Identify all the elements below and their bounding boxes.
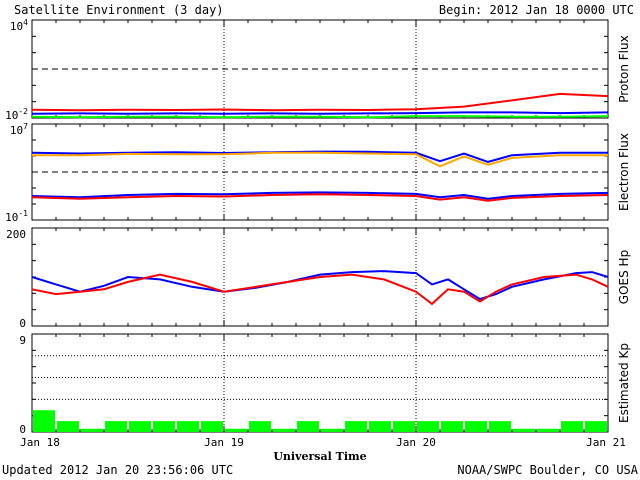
series-line-2	[31, 115, 609, 119]
kp-bar	[465, 421, 487, 432]
panel-ylabel: Proton Flux	[617, 35, 631, 102]
x-tick-label-1: Jan 19	[204, 436, 244, 449]
kp-bar	[321, 428, 343, 432]
kp-bar	[33, 410, 55, 432]
panel-frame	[31, 19, 609, 119]
kp-bar	[153, 421, 175, 432]
x-axis-label: Universal Time	[273, 450, 366, 463]
updated-time: Updated 2012 Jan 20 23:56:06 UTC	[2, 463, 233, 477]
x-tick-label-3: Jan 21	[586, 436, 626, 449]
chart-title: Satellite Environment (3 day)	[14, 3, 224, 17]
kp-bar	[273, 428, 295, 432]
series-line-0	[31, 92, 609, 112]
panel-ylabel: Electron Flux	[617, 133, 631, 211]
panels-group: 104 10-2 Proton Flux 107 10-1 Electron Flux 20…	[5, 18, 631, 436]
y-tick-label-top: 107	[10, 122, 28, 137]
y-tick-label-top: 200	[6, 228, 26, 241]
series-line-3	[31, 193, 609, 202]
panel-1: 107 10-1 Electron Flux	[5, 122, 631, 224]
kp-bar	[177, 421, 199, 432]
kp-bar	[81, 428, 103, 432]
kp-bar	[585, 421, 607, 432]
kp-bar	[57, 421, 79, 432]
kp-bar	[489, 421, 511, 432]
series-line-0	[31, 270, 609, 301]
panel-2: 200 0 GOES Hp	[6, 227, 631, 330]
kp-bar	[441, 421, 463, 432]
kp-bar	[369, 421, 391, 432]
kp-bar	[537, 428, 559, 432]
series-line-1	[32, 151, 608, 168]
panel-ylabel: GOES Hp	[617, 250, 631, 304]
series-line-1	[31, 111, 609, 115]
y-tick-label-bottom: 10-1	[5, 209, 28, 224]
panel-frame	[31, 123, 609, 221]
kp-bar	[297, 421, 319, 432]
x-tick-label-0: Jan 18	[20, 436, 60, 449]
y-tick-label-top: 9	[19, 334, 26, 347]
begin-time: Begin: 2012 Jan 18 0000 UTC	[439, 3, 634, 17]
x-tick-label-2: Jan 20	[396, 436, 436, 449]
kp-bar	[393, 421, 415, 432]
kp-bar	[225, 428, 247, 432]
kp-bar	[417, 421, 439, 432]
y-tick-label-top: 104	[10, 18, 28, 33]
kp-bar	[105, 421, 127, 432]
series-line-0	[31, 150, 608, 163]
panel-0: 104 10-2 Proton Flux	[5, 18, 631, 122]
kp-bar	[345, 421, 367, 432]
y-tick-label-bottom: 10-2	[5, 107, 28, 122]
panel-ylabel: Estimated Kp	[617, 343, 631, 423]
kp-bar	[561, 421, 583, 432]
credit: NOAA/SWPC Boulder, CO USA	[457, 463, 638, 477]
kp-bar	[129, 421, 151, 432]
kp-bar	[513, 428, 535, 432]
y-tick-label-bottom: 0	[19, 317, 26, 330]
y-tick-label-bottom: 0	[19, 423, 26, 436]
panel-3: 9 0 Estimated Kp	[19, 333, 631, 436]
series-line-1	[31, 273, 609, 306]
panel-frame	[31, 333, 609, 433]
series-line-2	[31, 191, 609, 200]
kp-bar	[201, 421, 223, 432]
kp-bar	[249, 421, 271, 432]
